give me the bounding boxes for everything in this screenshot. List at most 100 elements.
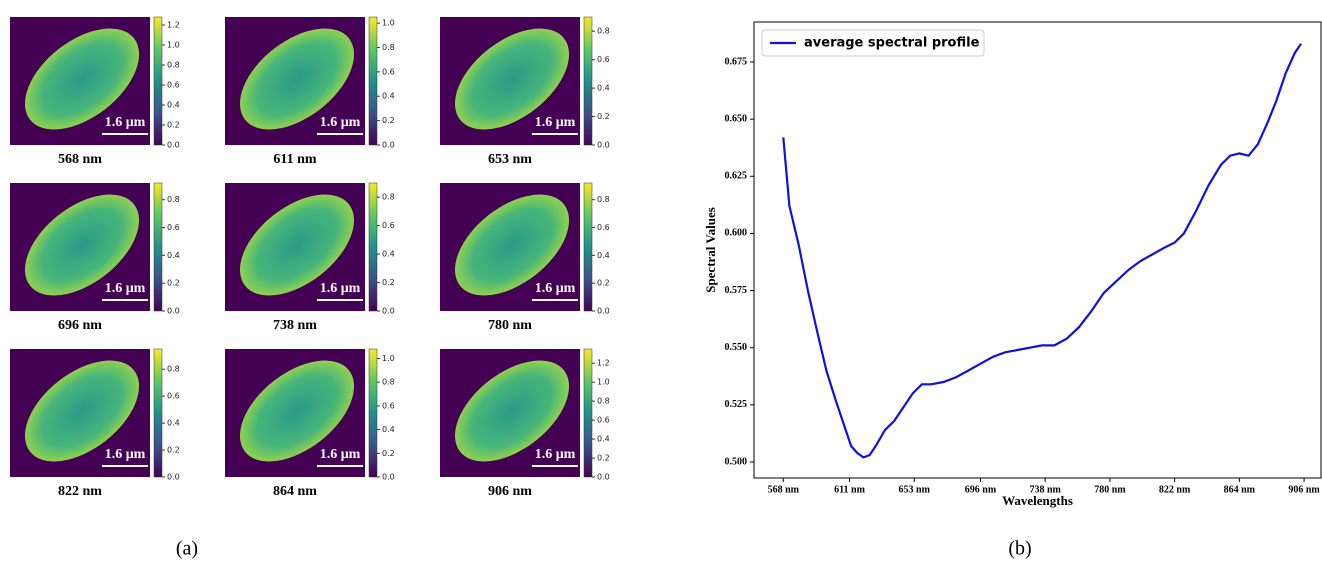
colorbar-tick-label: 0.4 — [382, 425, 395, 434]
scale-bar-label: 1.6 μm — [320, 447, 361, 462]
scale-bar-label: 1.6 μm — [535, 115, 576, 130]
scale-bar-label: 1.6 μm — [105, 115, 146, 130]
colorbar-tick-label: 0.2 — [382, 278, 395, 287]
y-tick-label: 0.575 — [725, 285, 748, 296]
y-tick-label: 0.675 — [725, 56, 748, 67]
colorbar-tick-label: 0.0 — [382, 307, 395, 316]
y-tick-label: 0.625 — [725, 171, 748, 182]
heatmap-panel: 1.6 μm 0.0 0.2 0.4 0.6 0.8 1.0 1.2 906 nm — [440, 348, 610, 499]
colorbar-tick-label: 0.6 — [167, 223, 180, 232]
data-line — [782, 43, 1302, 459]
colorbar-tick-label: 0.0 — [167, 141, 180, 150]
panel-label: 653 nm — [488, 152, 532, 167]
colorbar — [368, 348, 378, 478]
y-tick-label: 0.550 — [725, 342, 748, 353]
colorbar — [583, 348, 593, 478]
colorbar-tick-label: 0.2 — [597, 112, 610, 121]
colorbar — [368, 16, 378, 146]
cell-region — [24, 194, 140, 296]
colorbar-tick-label: 1.2 — [597, 359, 610, 368]
colorbar-tick-label: 0.6 — [382, 221, 395, 230]
colorbar-tick-label: 0.6 — [167, 81, 180, 90]
colorbar — [153, 348, 163, 478]
colorbar-tick-label: 0.4 — [597, 435, 610, 444]
colorbar-tick-label: 0.8 — [167, 365, 180, 374]
scale-bar-label: 1.6 μm — [535, 281, 576, 296]
x-tick-label: 822 nm — [1159, 484, 1191, 495]
colorbar-tick-label: 0.4 — [597, 251, 610, 260]
heatmap-panel: 1.6 μm 0.0 0.2 0.4 0.6 0.8 1.0 1.2 568 nm — [10, 16, 180, 167]
cell-region — [24, 360, 140, 462]
colorbar — [583, 182, 593, 312]
cell-region — [24, 28, 140, 130]
colorbar-tick-label: 0.2 — [167, 121, 180, 130]
scale-bar-label: 1.6 μm — [105, 447, 146, 462]
legend-label: average spectral profile — [804, 36, 980, 51]
panel-label: 738 nm — [273, 318, 317, 333]
cell-region — [454, 28, 570, 130]
colorbar-tick-label: 0.4 — [167, 101, 180, 110]
colorbar-tick-label: 0.6 — [597, 223, 610, 232]
x-tick-label: 568 nm — [768, 484, 800, 495]
colorbar-tick-label: 0.2 — [382, 116, 395, 125]
colorbar-tick-label: 0.6 — [382, 67, 395, 76]
legend-box — [761, 29, 985, 57]
panel-label: 780 nm — [488, 318, 532, 333]
colorbar-tick-label: 0.2 — [597, 279, 610, 288]
colorbar-tick-label: 1.0 — [167, 41, 180, 50]
colorbar-tick-label: 0.6 — [597, 55, 610, 64]
cell-region — [454, 194, 570, 296]
y-tick-label: 0.600 — [725, 228, 748, 239]
colorbar-tick-label: 0.8 — [382, 193, 395, 202]
x-tick-label: 738 nm — [1030, 484, 1062, 495]
colorbar-tick-label: 0.4 — [382, 250, 395, 259]
colorbar-tick-label: 0.8 — [167, 61, 180, 70]
colorbar-tick-label: 0.0 — [167, 473, 180, 482]
colorbar — [153, 182, 163, 312]
panel-label: 611 nm — [273, 152, 317, 167]
colorbar-tick-label: 0.2 — [597, 454, 610, 463]
colorbar-tick-label: 1.0 — [597, 378, 610, 387]
colorbar-tick-label: 0.8 — [167, 195, 180, 204]
y-tick-label: 0.525 — [725, 399, 748, 410]
x-tick-label: 653 nm — [899, 484, 931, 495]
scale-bar-label: 1.6 μm — [535, 447, 576, 462]
colorbar-tick-label: 0.0 — [597, 307, 610, 316]
colorbar-tick-label: 0.8 — [597, 397, 610, 406]
colorbar — [368, 182, 378, 312]
colorbar-tick-label: 1.0 — [382, 354, 395, 363]
x-axis-label: Wavelengths — [1002, 493, 1073, 508]
colorbar-tick-label: 0.0 — [597, 473, 610, 482]
heatmap-panel: 1.6 μm 0.0 0.2 0.4 0.6 0.8 653 nm — [440, 16, 610, 167]
heatmap-panel: 1.6 μm 0.0 0.2 0.4 0.6 0.8 822 nm — [10, 348, 180, 499]
figure-label: (b) — [1008, 538, 1031, 560]
plot-frame — [753, 21, 1322, 479]
x-tick-label: 906 nm — [1288, 484, 1320, 495]
scale-bar-label: 1.6 μm — [320, 115, 361, 130]
panel-label: 568 nm — [58, 152, 102, 167]
colorbar-tick-label: 0.2 — [167, 446, 180, 455]
colorbar-tick-label: 0.0 — [167, 307, 180, 316]
y-tick-label: 0.500 — [725, 456, 748, 467]
colorbar-tick-label: 1.0 — [382, 19, 395, 28]
heatmap-panel: 1.6 μm 0.0 0.2 0.4 0.6 0.8 1.0 611 nm — [225, 16, 395, 167]
heatmap-panel: 1.6 μm 0.0 0.2 0.4 0.6 0.8 780 nm — [440, 182, 610, 333]
cell-region — [454, 360, 570, 462]
heatmap-panel: 1.6 μm 0.0 0.2 0.4 0.6 0.8 1.0 864 nm — [225, 348, 395, 499]
colorbar-tick-label: 0.8 — [382, 43, 395, 52]
colorbar-tick-label: 0.0 — [382, 141, 395, 150]
colorbar-tick-label: 0.6 — [167, 392, 180, 401]
heatmap-panel: 1.6 μm 0.0 0.2 0.4 0.6 0.8 696 nm — [10, 182, 180, 333]
x-tick-label: 696 nm — [965, 484, 997, 495]
x-tick-label: 780 nm — [1094, 484, 1126, 495]
y-axis-label: Spectral Values — [703, 207, 718, 293]
colorbar-tick-label: 0.6 — [597, 416, 610, 425]
colorbar — [153, 16, 163, 146]
colorbar-tick-label: 0.2 — [382, 449, 395, 458]
heatmap-panel: 1.6 μm 0.0 0.2 0.4 0.6 0.8 738 nm — [225, 182, 395, 333]
colorbar — [583, 16, 593, 146]
panel-label: 822 nm — [58, 484, 102, 499]
panel-label: 696 nm — [58, 318, 102, 333]
scale-bar-label: 1.6 μm — [105, 281, 146, 296]
